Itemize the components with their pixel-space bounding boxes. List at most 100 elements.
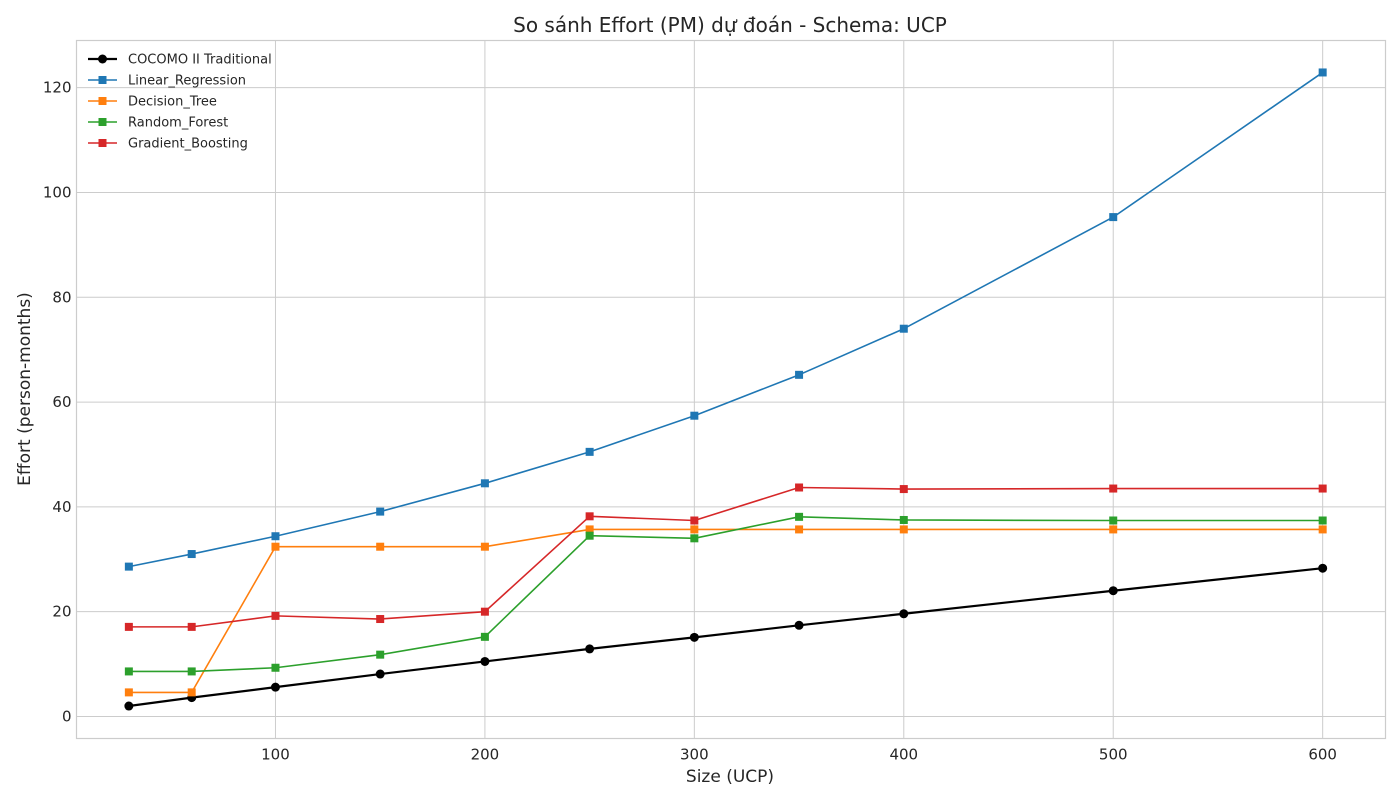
data-point: [1318, 516, 1327, 525]
data-point: [124, 667, 133, 676]
x-axis-label: Size (UCP): [686, 767, 774, 787]
legend-item: Linear_Regression: [88, 74, 246, 89]
legend-marker: [98, 76, 107, 84]
legend: COCOMO II Traditional Linear_Regression De…: [88, 53, 272, 152]
data-point: [1318, 563, 1328, 573]
data-point: [376, 615, 385, 624]
y-tick-label: 0: [62, 707, 72, 725]
data-point: [480, 632, 489, 641]
data-point: [1109, 484, 1118, 493]
data-point: [376, 507, 385, 516]
data-point: [480, 542, 489, 551]
data-point: [480, 607, 489, 616]
data-point: [690, 525, 699, 534]
y-tick-label: 60: [52, 393, 71, 411]
series-random-forest: [124, 512, 1327, 676]
data-point: [690, 516, 699, 525]
data-point: [480, 479, 489, 488]
data-point: [187, 622, 196, 631]
legend-label: Gradient_Boosting: [128, 137, 248, 152]
legend-marker: [98, 118, 107, 126]
data-point: [689, 632, 699, 642]
legend-label: COCOMO II Traditional: [128, 53, 272, 68]
data-point: [1318, 525, 1327, 534]
data-point: [795, 512, 804, 521]
legend-label: Linear_Regression: [128, 74, 246, 89]
legend-marker: [98, 54, 107, 64]
data-point: [124, 701, 134, 711]
legend-item: COCOMO II Traditional: [88, 53, 272, 68]
data-point: [271, 532, 280, 541]
legend-item: Gradient_Boosting: [88, 137, 248, 152]
data-point: [795, 370, 804, 379]
y-tick-label: 80: [52, 288, 71, 306]
data-point: [124, 622, 133, 631]
series-line: [128, 528, 1323, 694]
data-point: [795, 525, 804, 534]
series-gradient-boosting: [124, 483, 1327, 631]
data-point: [585, 512, 594, 521]
data-point: [1108, 586, 1118, 596]
legend-marker: [98, 139, 107, 147]
data-point: [1318, 68, 1327, 77]
data-point: [1109, 516, 1118, 525]
data-point: [270, 682, 280, 692]
x-tick-label: 500: [1099, 746, 1128, 764]
data-point: [187, 688, 196, 697]
series-line: [128, 71, 1324, 568]
data-point: [899, 515, 908, 524]
y-tick-label: 40: [52, 498, 71, 516]
tick-labels: 100 200 300 400 500 600 0 20 40 60 80 100 120: [43, 79, 1337, 764]
data-point: [124, 562, 133, 571]
data-point: [794, 620, 804, 630]
y-tick-label: 120: [43, 79, 72, 97]
x-tick-label: 300: [680, 746, 709, 764]
data-point: [376, 650, 385, 659]
data-point: [376, 542, 385, 551]
series-line: [128, 516, 1323, 673]
data-point: [899, 485, 908, 494]
x-tick-label: 400: [889, 746, 918, 764]
x-tick-label: 100: [261, 746, 290, 764]
data-point: [271, 611, 280, 620]
data-point: [690, 411, 699, 420]
legend-label: Decision_Tree: [128, 95, 217, 110]
data-point: [899, 609, 909, 619]
data-point: [375, 669, 385, 679]
data-point: [480, 656, 490, 666]
data-point: [585, 644, 595, 654]
series-line: [128, 567, 1323, 708]
y-tick-label: 100: [43, 183, 72, 201]
data-point: [1109, 213, 1118, 222]
data-point: [187, 550, 196, 559]
legend-label: Random_Forest: [128, 116, 228, 131]
data-point: [1318, 484, 1327, 493]
data-point: [585, 525, 594, 534]
series-group: [124, 68, 1328, 711]
x-tick-label: 200: [471, 746, 500, 764]
y-tick-label: 20: [52, 603, 71, 621]
data-point: [271, 542, 280, 551]
data-point: [585, 531, 594, 540]
x-tick-label: 600: [1308, 746, 1337, 764]
legend-marker: [98, 97, 107, 105]
chart-title: So sánh Effort (PM) dự đoán - Schema: UC…: [513, 13, 947, 37]
grid-lines: [76, 40, 1386, 739]
data-point: [690, 534, 699, 543]
data-point: [899, 324, 908, 333]
series-cocomo-ii-traditional: [124, 563, 1328, 711]
data-point: [271, 663, 280, 672]
series-line: [128, 486, 1323, 628]
data-point: [899, 525, 908, 534]
series-decision-tree: [124, 525, 1327, 697]
legend-item: Random_Forest: [88, 116, 228, 131]
data-point: [795, 483, 804, 492]
data-point: [124, 688, 133, 697]
legend-item: Decision_Tree: [88, 95, 217, 110]
y-axis-label: Effort (person-months): [15, 292, 35, 486]
series-linear-regression: [124, 68, 1327, 571]
data-point: [585, 447, 594, 456]
data-point: [1109, 525, 1118, 534]
